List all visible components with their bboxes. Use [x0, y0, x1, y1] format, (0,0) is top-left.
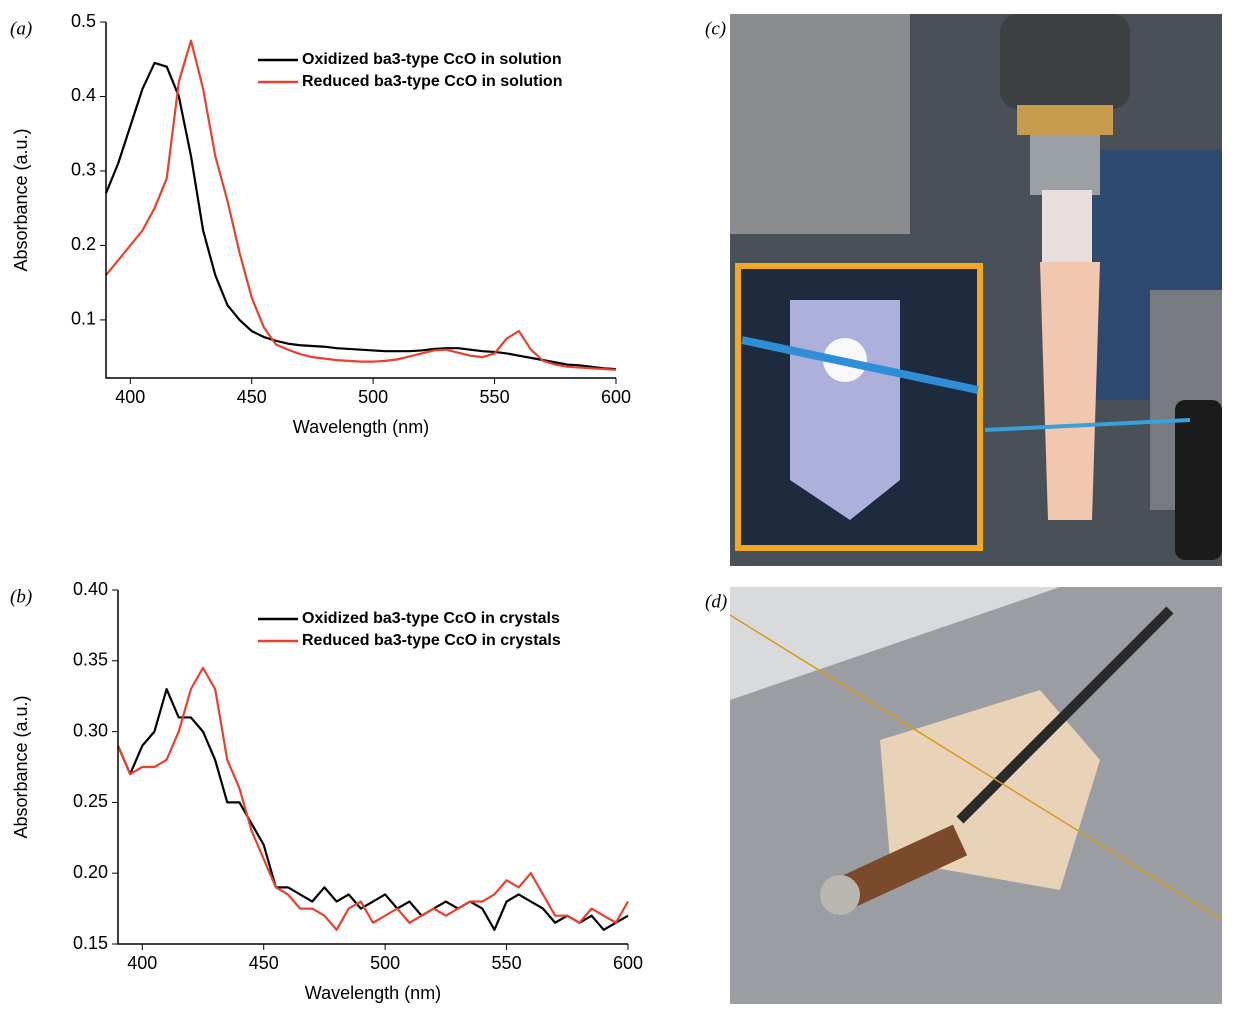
- x-tick-label: 600: [613, 953, 643, 973]
- photo-cone: [1040, 262, 1100, 520]
- y-tick-label: 0.35: [73, 650, 108, 670]
- legend-label: Reduced ba3-type CcO in crystals: [302, 632, 561, 649]
- x-tick-label: 500: [370, 953, 400, 973]
- y-tick-label: 0.3: [71, 160, 96, 180]
- y-tick-label: 0.1: [71, 309, 96, 329]
- x-tick-label: 550: [492, 953, 522, 973]
- photo-fitting: [820, 875, 860, 915]
- photo-knob: [1175, 400, 1222, 560]
- x-tick-label: 500: [358, 387, 388, 407]
- x-tick-label: 450: [237, 387, 267, 407]
- photo-ring: [1017, 105, 1113, 135]
- y-tick-label: 0.40: [73, 579, 108, 599]
- inset-cone: [790, 300, 900, 520]
- photo-c: [730, 14, 1222, 566]
- figure: (a) 0.1 0.2 0.3 0.4 0.5 400 450 500 550 600 Wavelen…: [0, 0, 1233, 1011]
- x-tick-label: 400: [115, 387, 145, 407]
- panel-label: (a): [10, 18, 32, 39]
- legend-label: Oxidized ba3-type CcO in solution: [302, 51, 562, 68]
- photo-holder: [1030, 135, 1100, 195]
- panel-label: (c): [705, 18, 726, 39]
- y-axis-label: Absorbance (a.u.): [11, 695, 31, 838]
- series-line: [106, 63, 616, 369]
- legend-label: Oxidized ba3-type CcO in crystals: [302, 610, 560, 627]
- photo-machine: [730, 14, 910, 234]
- panel-label: (b): [10, 586, 32, 607]
- y-tick-label: 0.2: [71, 234, 96, 254]
- x-tick-label: 600: [601, 387, 631, 407]
- panel-label: (d): [705, 591, 727, 612]
- y-tick-label: 0.4: [71, 85, 96, 105]
- x-axis-label: Wavelength (nm): [293, 417, 429, 437]
- y-tick-label: 0.20: [73, 862, 108, 882]
- photo-nozzle: [1000, 14, 1130, 109]
- y-tick-label: 0.30: [73, 720, 108, 740]
- y-tick-label: 0.15: [73, 933, 108, 953]
- x-tick-label: 550: [480, 387, 510, 407]
- legend-label: Reduced ba3-type CcO in solution: [302, 73, 562, 90]
- y-tick-label: 0.5: [71, 11, 96, 31]
- x-tick-label: 450: [249, 953, 279, 973]
- x-tick-label: 400: [127, 953, 157, 973]
- x-axis-label: Wavelength (nm): [305, 983, 441, 1003]
- y-tick-label: 0.25: [73, 791, 108, 811]
- photo-d: [730, 587, 1222, 1004]
- y-axis-label: Absorbance (a.u.): [11, 128, 31, 271]
- series-line: [118, 668, 628, 930]
- series-line: [118, 689, 628, 930]
